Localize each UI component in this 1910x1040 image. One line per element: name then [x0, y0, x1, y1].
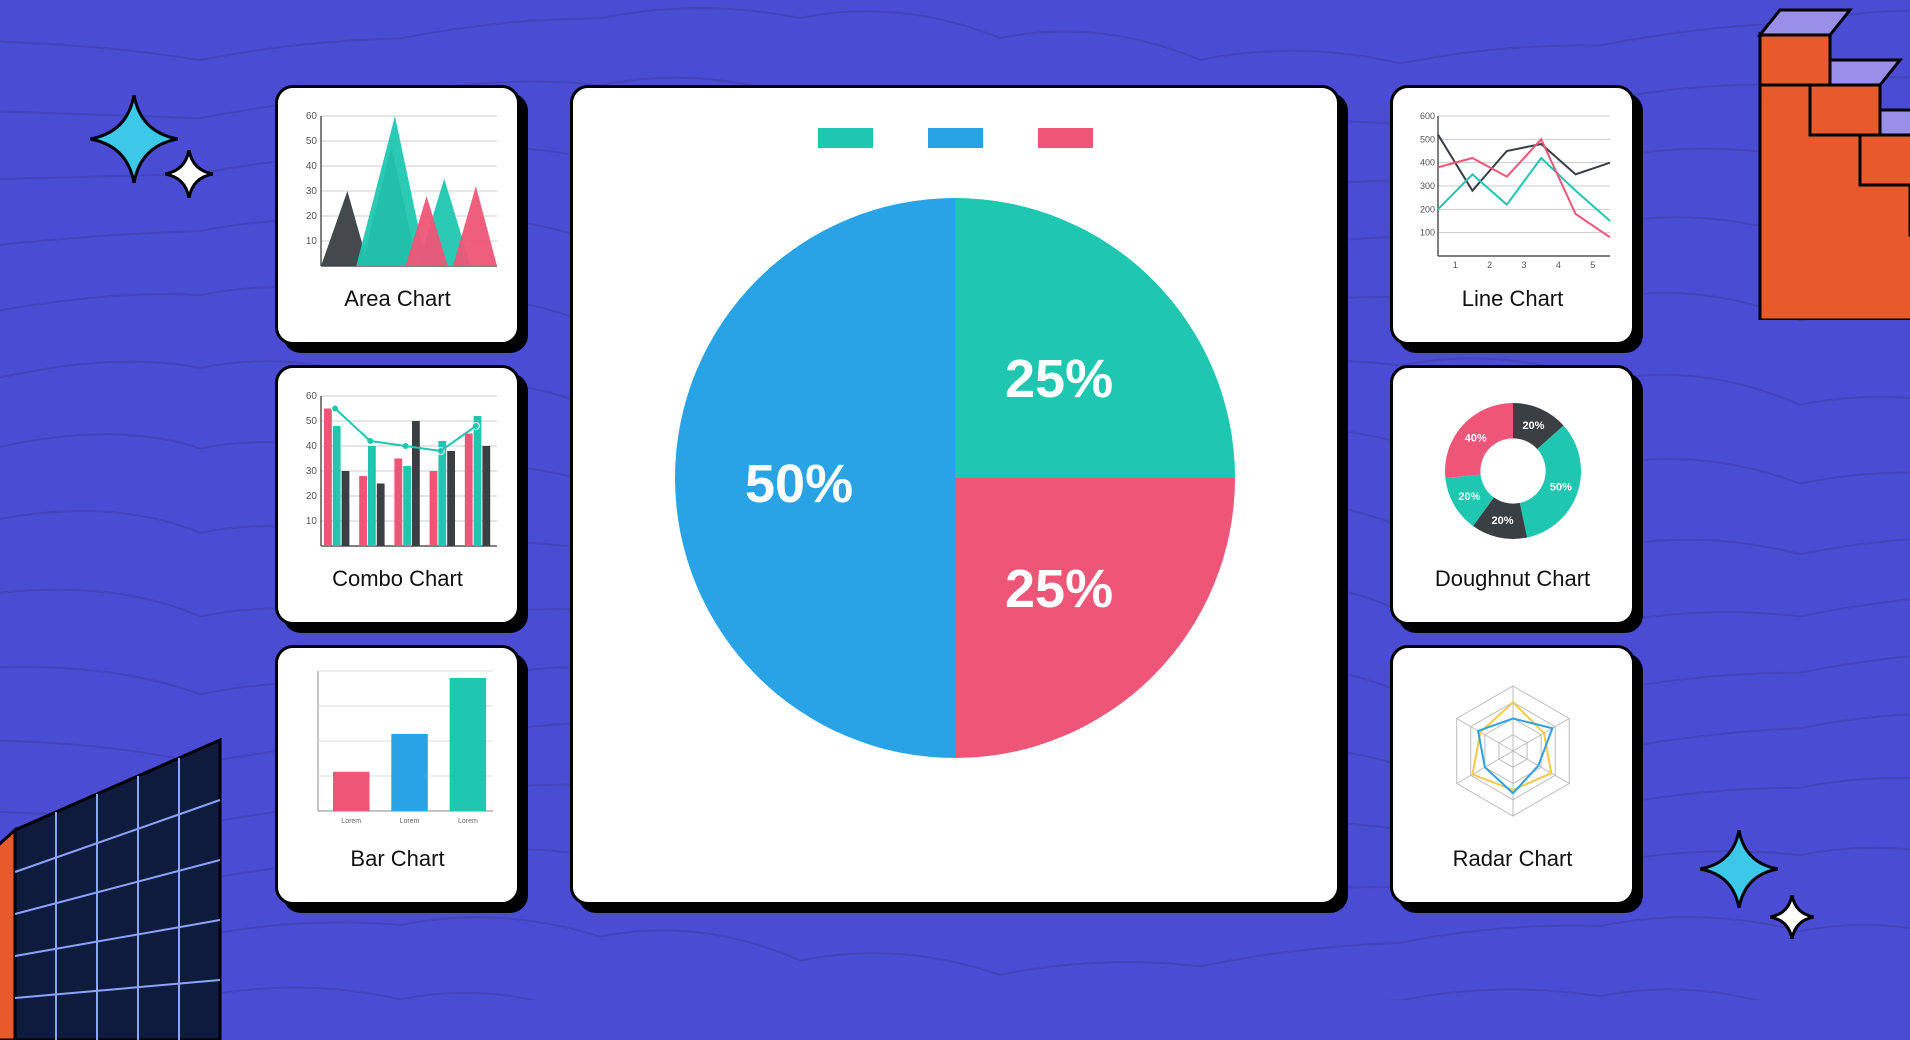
- svg-text:10: 10: [305, 516, 317, 527]
- line-chart: 100 200 300 400 500 600 1 2 3 4 5: [1408, 106, 1618, 276]
- svg-text:40: 40: [305, 441, 317, 452]
- doughnut-chart-card: 20% 50% 20% 20% 40% Doughnut Chart: [1390, 365, 1635, 625]
- line-chart-card: 100 200 300 400 500 600 1 2 3 4 5 Line Chart: [1390, 85, 1635, 345]
- radar-chart: [1408, 666, 1618, 836]
- area-chart: 10 20 30 40 50 60: [293, 106, 503, 276]
- combo-chart-card: 10 20 30 40 50 60 Combo Chart: [275, 365, 520, 625]
- svg-text:20%: 20%: [1458, 491, 1480, 503]
- svg-text:1: 1: [1452, 260, 1457, 270]
- pie-slice-label: 25%: [1005, 558, 1113, 620]
- svg-text:20: 20: [305, 211, 317, 222]
- pie-slice-label: 50%: [745, 453, 853, 515]
- pie-legend: [818, 128, 1093, 148]
- radar-chart-label: Radar Chart: [1453, 846, 1573, 872]
- sparkle-icon: [1770, 895, 1814, 939]
- deco-block-bottom-left: [0, 680, 280, 1040]
- svg-text:20%: 20%: [1491, 515, 1513, 527]
- area-chart-label: Area Chart: [344, 286, 450, 312]
- pie-slice-label: 25%: [1005, 348, 1113, 410]
- svg-text:60: 60: [305, 111, 317, 122]
- svg-text:10: 10: [305, 236, 317, 247]
- sparkle-icon: [1700, 830, 1778, 908]
- svg-text:20%: 20%: [1522, 420, 1544, 432]
- svg-text:40: 40: [305, 161, 317, 172]
- svg-text:Lorem: Lorem: [341, 818, 361, 825]
- deco-block-top-right: [1640, 0, 1910, 320]
- radar-chart-card: Radar Chart: [1390, 645, 1635, 905]
- svg-text:3: 3: [1521, 260, 1526, 270]
- svg-text:300: 300: [1419, 181, 1434, 191]
- bar-chart-label: Bar Chart: [350, 846, 444, 872]
- sparkle-icon: [165, 150, 213, 198]
- svg-text:600: 600: [1419, 111, 1434, 121]
- pie-chart: 25% 25% 50%: [675, 198, 1235, 758]
- combo-chart: 10 20 30 40 50 60: [293, 386, 503, 556]
- svg-text:30: 30: [305, 186, 317, 197]
- svg-text:60: 60: [305, 391, 317, 402]
- svg-text:20: 20: [305, 491, 317, 502]
- line-chart-label: Line Chart: [1462, 286, 1564, 312]
- svg-text:Lorem: Lorem: [399, 818, 419, 825]
- doughnut-chart-label: Doughnut Chart: [1435, 566, 1590, 592]
- legend-swatch: [928, 128, 983, 148]
- svg-text:50: 50: [305, 416, 317, 427]
- svg-text:200: 200: [1419, 204, 1434, 214]
- svg-text:50%: 50%: [1549, 482, 1571, 494]
- svg-text:500: 500: [1419, 134, 1434, 144]
- main-pie-card: 25% 25% 50%: [570, 85, 1340, 905]
- svg-text:5: 5: [1590, 260, 1595, 270]
- svg-text:400: 400: [1419, 158, 1434, 168]
- svg-text:40%: 40%: [1464, 432, 1486, 444]
- area-chart-card: 10 20 30 40 50 60 Area Chart: [275, 85, 520, 345]
- bar-chart-card: Lorem Lorem Lorem Bar Chart: [275, 645, 520, 905]
- svg-text:50: 50: [305, 136, 317, 147]
- svg-text:30: 30: [305, 466, 317, 477]
- doughnut-chart: 20% 50% 20% 20% 40%: [1408, 386, 1618, 556]
- legend-swatch: [1038, 128, 1093, 148]
- legend-swatch: [818, 128, 873, 148]
- bar-chart: Lorem Lorem Lorem: [293, 666, 503, 836]
- svg-text:4: 4: [1555, 260, 1560, 270]
- svg-text:Lorem: Lorem: [457, 818, 477, 825]
- svg-text:100: 100: [1419, 228, 1434, 238]
- combo-chart-label: Combo Chart: [332, 566, 463, 592]
- svg-text:2: 2: [1487, 260, 1492, 270]
